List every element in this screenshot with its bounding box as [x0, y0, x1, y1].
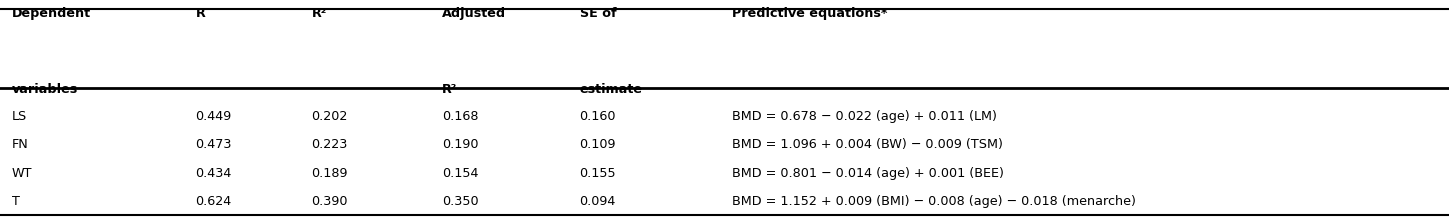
Text: 0.155: 0.155: [580, 166, 616, 180]
Text: 0.154: 0.154: [442, 166, 478, 180]
Text: 0.473: 0.473: [196, 138, 232, 151]
Text: FN: FN: [12, 138, 29, 151]
Text: BMD = 0.801 − 0.014 (age) + 0.001 (BEE): BMD = 0.801 − 0.014 (age) + 0.001 (BEE): [732, 166, 1004, 180]
Text: variables: variables: [12, 83, 78, 96]
Text: BMD = 1.096 + 0.004 (BW) − 0.009 (TSM): BMD = 1.096 + 0.004 (BW) − 0.009 (TSM): [732, 138, 1003, 151]
Text: 0.202: 0.202: [312, 110, 348, 123]
Text: 0.223: 0.223: [312, 138, 348, 151]
Text: 0.434: 0.434: [196, 166, 232, 180]
Text: 0.189: 0.189: [312, 166, 348, 180]
Text: 0.449: 0.449: [196, 110, 232, 123]
Text: LS: LS: [12, 110, 28, 123]
Text: BMD = 1.152 + 0.009 (BMI) − 0.008 (age) − 0.018 (menarche): BMD = 1.152 + 0.009 (BMI) − 0.008 (age) …: [732, 195, 1136, 208]
Text: estimate: estimate: [580, 83, 642, 96]
Text: R²: R²: [442, 83, 458, 96]
Text: 0.160: 0.160: [580, 110, 616, 123]
Text: 0.190: 0.190: [442, 138, 478, 151]
Text: Dependent: Dependent: [12, 7, 91, 19]
Text: 0.390: 0.390: [312, 195, 348, 208]
Text: SE of: SE of: [580, 7, 616, 19]
Text: 0.109: 0.109: [580, 138, 616, 151]
Text: 0.624: 0.624: [196, 195, 232, 208]
Text: 0.094: 0.094: [580, 195, 616, 208]
Text: Predictive equations*: Predictive equations*: [732, 7, 887, 19]
Text: R: R: [196, 7, 206, 19]
Text: WT: WT: [12, 166, 32, 180]
Text: BMD = 0.678 − 0.022 (age) + 0.011 (LM): BMD = 0.678 − 0.022 (age) + 0.011 (LM): [732, 110, 997, 123]
Text: Adjusted: Adjusted: [442, 7, 506, 19]
Text: T: T: [12, 195, 19, 208]
Text: 0.350: 0.350: [442, 195, 478, 208]
Text: 0.168: 0.168: [442, 110, 478, 123]
Text: R²: R²: [312, 7, 327, 19]
